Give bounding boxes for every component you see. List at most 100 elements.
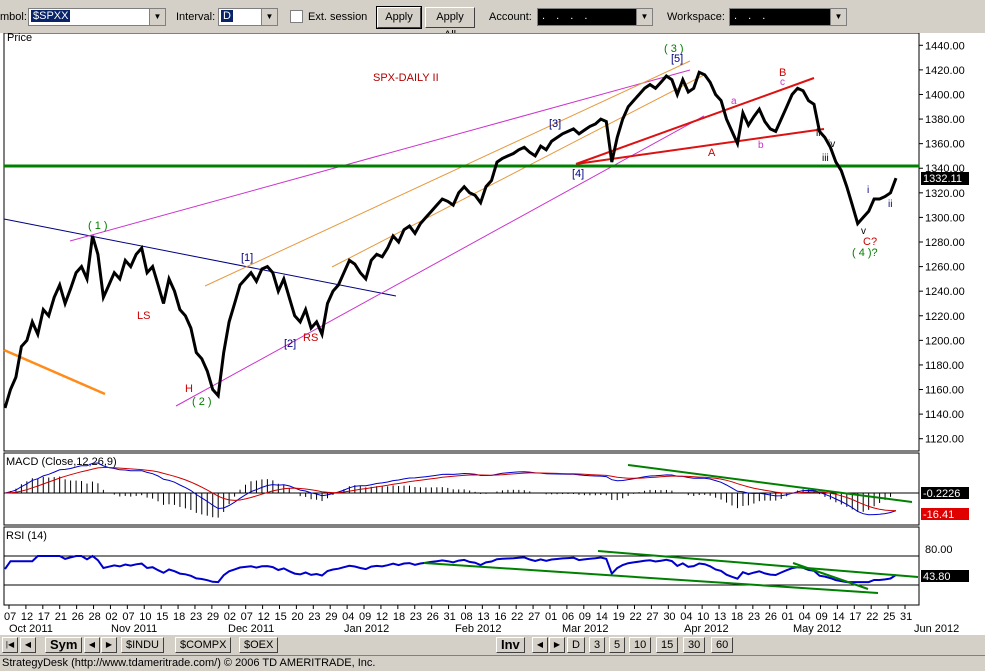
x-axis-day-label: 27 xyxy=(528,611,540,623)
wave-b5-label: [5] xyxy=(671,53,683,65)
wave-i-low-label: i xyxy=(867,185,869,196)
workspace-combo[interactable]: . . . ▼ xyxy=(729,8,847,26)
y-axis-tick-label: 1320.00 xyxy=(925,188,965,200)
wave-iv-label: iv xyxy=(828,139,835,150)
chart-area[interactable]: 1440.00 1420.00 1400.00 1380.00 1360.00 1340.… xyxy=(0,33,985,635)
macd-value: -0.2226 xyxy=(923,488,960,500)
price-panel xyxy=(3,33,920,452)
y-axis-tick-label: 1120.00 xyxy=(925,434,964,446)
interval-tab-30[interactable]: 30 xyxy=(683,637,706,653)
x-axis-day-label: 12 xyxy=(258,611,270,623)
price-chart[interactable]: 1440.001420.001400.001380.001360.001340.… xyxy=(0,33,985,635)
apply-all-button[interactable]: Apply All xyxy=(425,7,475,41)
chevron-down-icon[interactable]: ▼ xyxy=(636,9,652,25)
chevron-down-icon[interactable]: ▼ xyxy=(830,9,846,25)
tab-indu[interactable]: $INDU xyxy=(121,637,165,653)
interval-tab-15[interactable]: 15 xyxy=(656,637,679,653)
x-axis-day-label: 10 xyxy=(697,611,709,623)
wave-1-label: ( 1 ) xyxy=(88,220,108,232)
macd-label: MACD (Close,12,26,9) xyxy=(6,456,117,468)
x-axis-day-label: 07 xyxy=(122,611,134,623)
x-axis-day-label: 18 xyxy=(731,611,743,623)
interval-tab-5[interactable]: 5 xyxy=(609,637,626,653)
x-axis-month-label: Jun 2012 xyxy=(914,623,959,635)
x-axis-day-label: 09 xyxy=(359,611,371,623)
first-icon[interactable]: |◀ xyxy=(2,637,18,653)
wave-iii-label: iii xyxy=(822,153,829,164)
x-axis-day-label: 23 xyxy=(190,611,202,623)
x-axis-day-label: 14 xyxy=(596,611,608,623)
x-axis-day-label: 23 xyxy=(748,611,760,623)
prev-tab-icon[interactable]: ◀ xyxy=(84,637,100,653)
interval-tab-60[interactable]: 60 xyxy=(711,637,734,653)
apply-button[interactable]: Apply xyxy=(376,6,422,29)
x-axis-day-label: 07 xyxy=(4,611,16,623)
wave-b4-label: [4] xyxy=(572,168,584,180)
y-axis-tick-label: 1220.00 xyxy=(925,311,965,323)
rs-label: RS xyxy=(303,332,318,344)
macd-panel xyxy=(3,452,920,526)
x-axis-day-label: 04 xyxy=(799,611,811,623)
wave-b-small-label: b xyxy=(758,140,764,151)
x-axis-day-label: 29 xyxy=(207,611,219,623)
wave-b-label: B xyxy=(779,67,786,79)
interval-tab-3[interactable]: 3 xyxy=(589,637,606,653)
x-axis-day-label: 01 xyxy=(782,611,794,623)
tab-oex[interactable]: $OEX xyxy=(239,637,279,653)
x-axis-day-label: 27 xyxy=(646,611,658,623)
x-axis-day-label: 15 xyxy=(156,611,168,623)
last-price-tag xyxy=(921,172,969,185)
macd-trendline xyxy=(627,464,913,503)
prev-interval-icon[interactable]: ◀ xyxy=(532,637,548,653)
wave-4-label: ( 4 )? xyxy=(852,247,878,259)
interval-tab-10[interactable]: 10 xyxy=(629,637,652,653)
wave-v-label: v xyxy=(861,226,866,237)
x-axis-day-label: 04 xyxy=(342,611,354,623)
chevron-down-icon[interactable]: ▼ xyxy=(149,9,165,25)
account-value: . . . . xyxy=(542,10,592,22)
prev-icon[interactable]: ◀ xyxy=(20,637,36,653)
chevron-down-icon[interactable]: ▼ xyxy=(261,9,277,25)
x-axis-day-label: 29 xyxy=(325,611,337,623)
tab-inv[interactable]: Inv xyxy=(496,637,525,653)
y-axis-tick-label: 1180.00 xyxy=(925,360,964,372)
next-tab-icon[interactable]: ▶ xyxy=(101,637,117,653)
rsi-trendline-lower xyxy=(423,562,879,594)
rsi-trendline-upper xyxy=(597,550,919,578)
y-axis-tick-label: 1240.00 xyxy=(925,286,965,298)
status-text: StrategyDesk (http://www.tdameritrade.co… xyxy=(2,657,376,669)
x-axis-day-label: 12 xyxy=(21,611,33,623)
symbol-combo[interactable]: $SPXX ▼ xyxy=(28,8,166,26)
y-axis-tick-label: 1280.00 xyxy=(925,237,965,249)
x-axis-day-label: 16 xyxy=(494,611,506,623)
wave-c-label: C? xyxy=(863,236,877,248)
interval-combo[interactable]: D ▼ xyxy=(218,8,278,26)
x-axis-month-label: Dec 2011 xyxy=(228,623,274,635)
bottom-tab-bar: |◀ ◀ Sym ◀ ▶ $INDU $COMPX $OEX Inv ◀ ▶ D… xyxy=(0,635,985,655)
y-axis-tick-label: 1440.00 xyxy=(925,40,965,52)
x-axis-day-label: 22 xyxy=(511,611,523,623)
x-axis-day-label: 09 xyxy=(579,611,591,623)
channel-orange-upper xyxy=(204,60,691,287)
price-series-line xyxy=(3,70,898,409)
tab-sym[interactable]: Sym xyxy=(45,637,83,653)
rsi-upper-value: 80.00 xyxy=(925,544,953,556)
y-axis-tick-label: 1300.00 xyxy=(925,212,965,224)
wave-c-small-label: c xyxy=(780,77,785,88)
last-price-value: 1332.11 xyxy=(923,173,962,185)
interval-value: D xyxy=(221,10,233,22)
ext-session-checkbox[interactable] xyxy=(290,10,303,23)
rsi-value: 43.80 xyxy=(923,571,951,583)
y-axis-tick-label: 1400.00 xyxy=(925,89,965,101)
symbol-value: $SPXX xyxy=(31,10,71,22)
interval-tab-d[interactable]: D xyxy=(567,637,585,653)
wave-b3-label: [3] xyxy=(549,118,561,130)
macd-value-tag xyxy=(921,487,969,499)
x-axis-day-label: 23 xyxy=(308,611,320,623)
tab-compx[interactable]: $COMPX xyxy=(175,637,232,653)
x-axis-day-label: 01 xyxy=(545,611,557,623)
wave-2-label: ( 2 ) xyxy=(192,396,212,408)
account-combo[interactable]: . . . . ▼ xyxy=(537,8,653,26)
next-interval-icon[interactable]: ▶ xyxy=(549,637,565,653)
x-axis-day-label: 30 xyxy=(663,611,675,623)
